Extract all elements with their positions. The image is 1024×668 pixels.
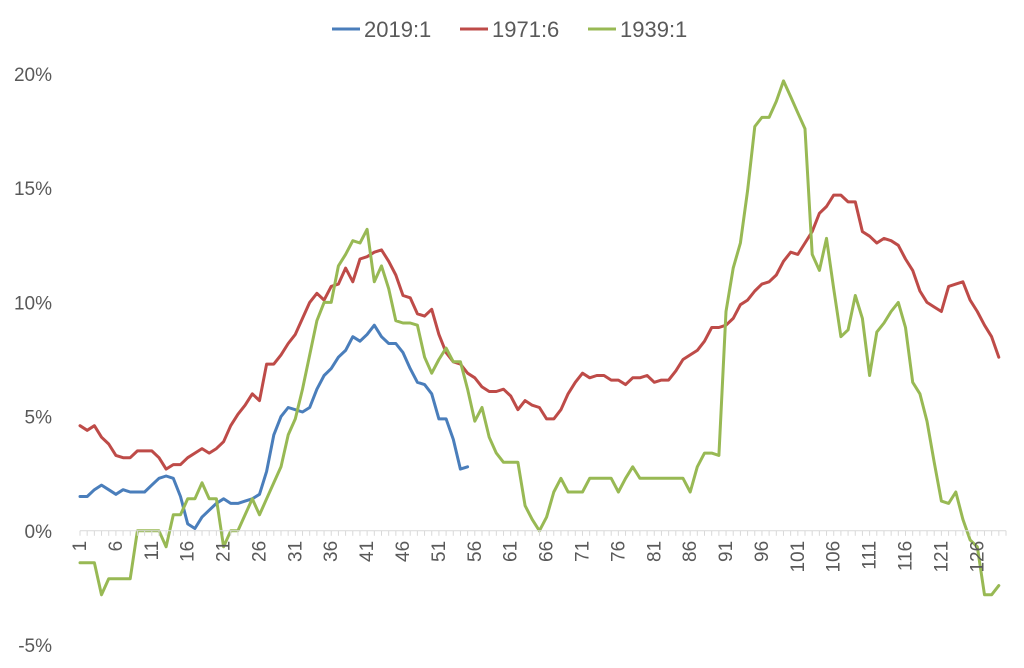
x-tick-label: 26: [249, 541, 270, 562]
y-tick-label: 5%: [25, 408, 53, 429]
x-tick-label: 116: [896, 541, 917, 571]
x-tick-label: 61: [501, 541, 522, 562]
legend-label: 1971:6: [492, 17, 559, 42]
series-line-1939-1: [78, 79, 1001, 597]
x-tick-label: 71: [572, 541, 593, 562]
x-tick-label: 111: [860, 541, 881, 570]
x-tick-label: 66: [537, 541, 558, 562]
x-tick-label: 21: [214, 541, 235, 562]
x-tick-label: 126: [967, 541, 988, 573]
x-tick-label: 11: [142, 541, 163, 561]
x-tick-label: 76: [608, 541, 629, 562]
x-tick-label: 1: [70, 541, 91, 552]
y-tick-label: -5%: [18, 636, 52, 657]
x-tick-label: 51: [429, 541, 450, 562]
y-tick-label: 0%: [25, 522, 53, 543]
x-tick-label: 101: [788, 541, 809, 573]
y-tick-label: 15%: [14, 179, 52, 200]
series-lines: [78, 79, 1001, 597]
x-axis-tick-labels: 1 6 11 16 21 26 31 36 41 46 51 56 61 66 71 76 81 86 91 96 10…: [70, 541, 988, 573]
x-tick-label: 81: [644, 541, 665, 562]
y-tick-label: 10%: [14, 293, 52, 314]
legend-label: 2019:1: [364, 17, 431, 42]
x-tick-label: 106: [824, 541, 845, 573]
y-tick-label: 20%: [14, 65, 52, 86]
series-line-2019-1: [78, 323, 470, 530]
x-tick-label: 31: [285, 541, 306, 562]
x-tick-label: 46: [393, 541, 414, 562]
legend: 2019:1 1971:6 1939:1: [332, 17, 687, 42]
x-axis-tick-marks: [79, 530, 1007, 536]
x-tick-label: 6: [106, 541, 127, 552]
x-tick-label: 91: [716, 541, 737, 562]
x-tick-label: 86: [680, 541, 701, 562]
y-axis-tick-labels: -5% 0% 5% 10% 15% 20%: [14, 65, 52, 657]
legend-label: 1939:1: [620, 17, 687, 42]
series-line-1971-6: [78, 193, 1001, 471]
x-tick-label: 121: [931, 541, 952, 573]
x-tick-label: 96: [752, 541, 773, 562]
x-tick-label: 56: [465, 541, 486, 562]
x-tick-label: 16: [178, 541, 199, 562]
x-tick-label: 41: [357, 541, 378, 562]
x-tick-label: 36: [321, 541, 342, 562]
